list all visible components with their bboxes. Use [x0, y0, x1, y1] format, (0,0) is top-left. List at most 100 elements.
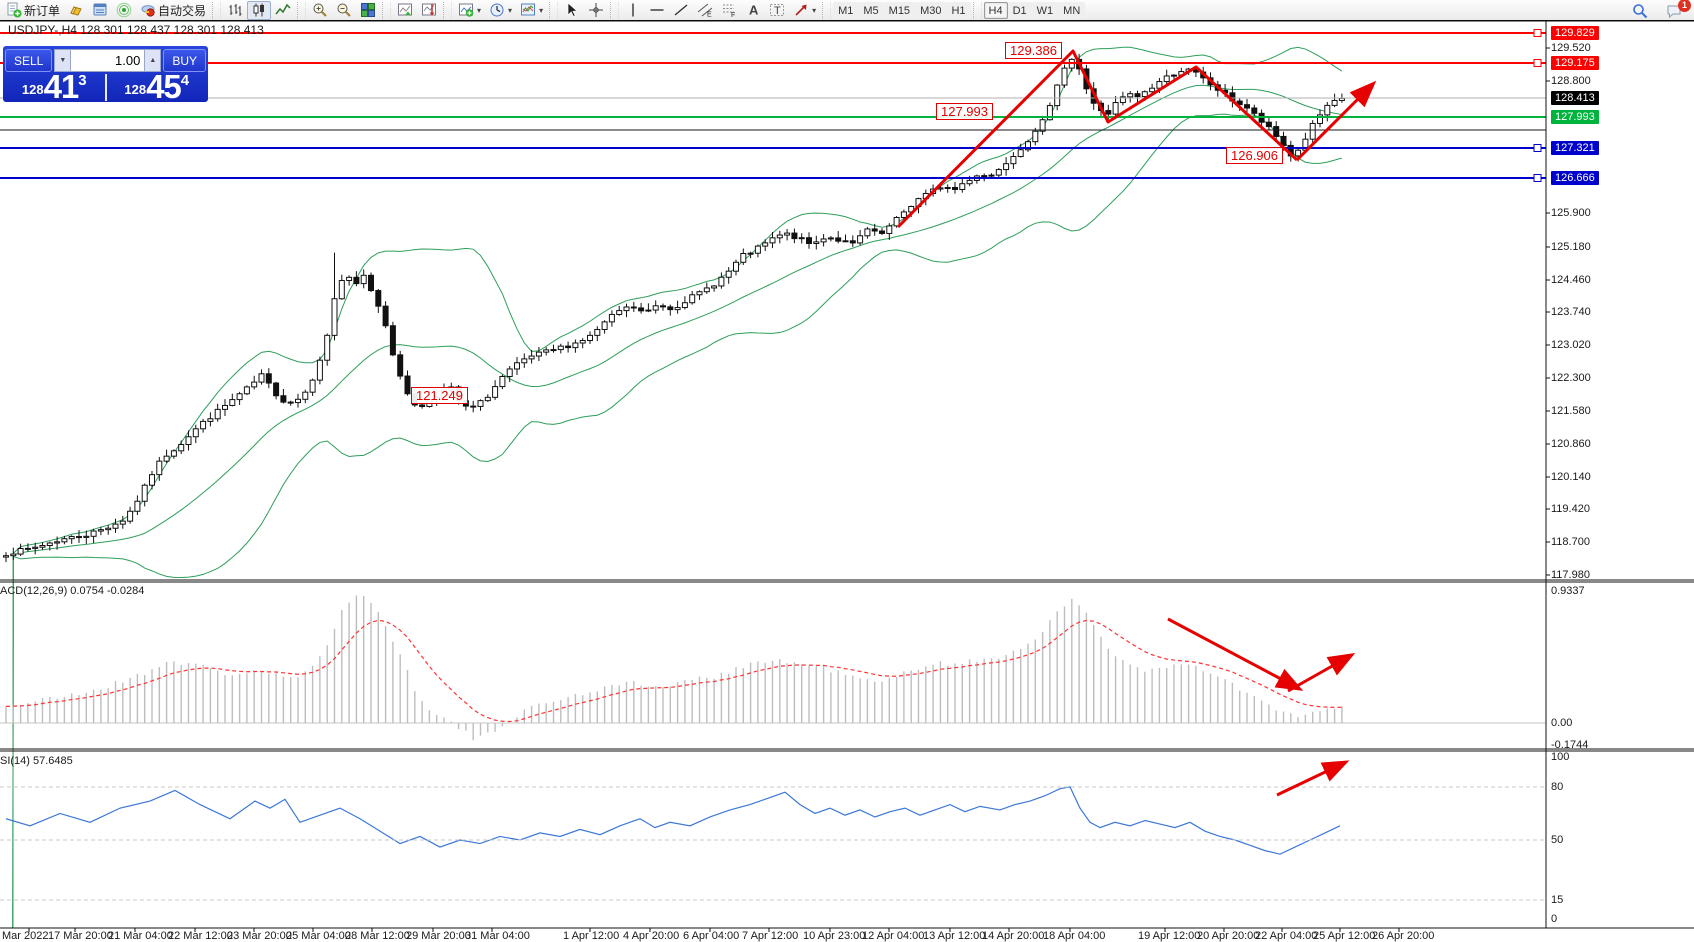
- text-label-icon: T: [769, 2, 785, 18]
- line-chart-button[interactable]: [271, 1, 295, 20]
- shift-chart-button[interactable]: [417, 1, 441, 20]
- candle-body: [273, 382, 280, 397]
- buy-price[interactable]: 128 45 4: [124, 68, 190, 105]
- candle-body: [309, 379, 316, 393]
- line-handle[interactable]: [1533, 174, 1542, 182]
- buy-button[interactable]: BUY: [163, 49, 206, 72]
- bollinger-upper-band: [12, 46, 1343, 928]
- signal-button[interactable]: [112, 1, 136, 20]
- candle-body: [1265, 121, 1272, 128]
- trendline-button[interactable]: [669, 1, 693, 20]
- timeframe-d1-button[interactable]: D1: [1007, 1, 1032, 19]
- timeframe-m30-button[interactable]: M30: [915, 1, 947, 19]
- macd-trend-arrow-down[interactable]: [1167, 617, 1304, 691]
- toolbar-separator: [972, 1, 982, 19]
- text-button[interactable]: A: [741, 1, 765, 20]
- candle-body: [346, 276, 353, 282]
- line-handle[interactable]: [1533, 144, 1542, 152]
- line-handle[interactable]: [1533, 29, 1542, 37]
- new-order-button[interactable]: 新订单: [2, 1, 64, 20]
- timeframe-m5-button[interactable]: M5: [858, 1, 884, 19]
- candle-body: [638, 307, 645, 312]
- add-indicator-button[interactable]: ▾: [454, 1, 485, 20]
- line-handle[interactable]: [1533, 59, 1542, 67]
- price-axis-tick-label: 119.420: [1551, 503, 1590, 515]
- zoom-in-button[interactable]: [308, 1, 332, 20]
- timeframe-m1-button[interactable]: M1: [833, 1, 859, 19]
- timeframe-h4-button[interactable]: H4: [983, 1, 1008, 19]
- macd-signal-line: [5, 619, 1342, 723]
- toolbar-separator: [822, 1, 832, 19]
- bars-chart-button[interactable]: [223, 1, 247, 20]
- candles-chart-button[interactable]: [247, 0, 272, 20]
- profile-chart-button[interactable]: [393, 1, 417, 20]
- text-icon: A: [745, 2, 761, 18]
- gold-button[interactable]: [64, 1, 88, 20]
- timeframe-w1-button[interactable]: W1: [1031, 1, 1059, 19]
- time-axis-label: 25 Apr 12:00: [1313, 930, 1376, 942]
- time-axis-label: 19 Apr 12:00: [1138, 930, 1201, 942]
- volume-decrease-button[interactable]: ▼: [54, 49, 72, 72]
- notifications-button[interactable]: 1: [1662, 0, 1691, 20]
- tile-windows-button[interactable]: [356, 1, 380, 20]
- fibonacci-button[interactable]: F: [717, 1, 741, 20]
- candle-body: [886, 225, 893, 234]
- macd-trend-arrow-up[interactable]: [1287, 653, 1356, 693]
- candle-body: [265, 373, 272, 384]
- sell-price[interactable]: 128 41 3: [21, 68, 87, 105]
- candle-body: [864, 228, 871, 237]
- zoom-out-button[interactable]: [332, 1, 356, 20]
- candle-body: [368, 274, 374, 292]
- candle-body: [1010, 155, 1017, 165]
- search-button[interactable]: [1628, 1, 1652, 20]
- chart-symbol-title: USDJPY-,H4 128.301 128.437 128.301 128.4…: [8, 23, 264, 37]
- candle-body: [900, 211, 907, 218]
- price-annotation[interactable]: 129.386: [1005, 42, 1062, 59]
- cursor-button[interactable]: [560, 1, 584, 20]
- template-chart-icon: [520, 2, 536, 18]
- channel-icon: E: [697, 2, 713, 18]
- timeframe-m15-button[interactable]: M15: [883, 1, 916, 19]
- candle-body: [61, 538, 68, 543]
- toolbar-separator: [382, 1, 392, 19]
- candle-body: [798, 237, 805, 240]
- trend-zigzag[interactable]: [896, 49, 1299, 229]
- autotrade-button[interactable]: 自动交易: [136, 1, 210, 20]
- candle-body: [83, 535, 90, 538]
- timeframe-mn-button[interactable]: MN: [1058, 1, 1086, 19]
- volume-input[interactable]: [71, 49, 145, 72]
- period-clock-button[interactable]: ▾: [485, 1, 516, 20]
- arrows-button[interactable]: ▾: [789, 1, 820, 20]
- price-annotation[interactable]: 121.249: [411, 387, 468, 404]
- template-chart-button[interactable]: ▾: [516, 1, 547, 20]
- line-chart-icon: [275, 2, 291, 18]
- bollinger-lower-band: [12, 113, 1343, 928]
- rsi-trend-arrow-up[interactable]: [1276, 760, 1350, 797]
- timeframe-h1-button[interactable]: H1: [946, 1, 971, 19]
- candle-body: [97, 529, 104, 532]
- price-annotation[interactable]: 127.993: [936, 103, 993, 120]
- price-annotation[interactable]: 126.906: [1226, 147, 1283, 164]
- volume-increase-button[interactable]: ▲: [144, 49, 162, 72]
- candle-body: [696, 291, 703, 296]
- vline-button[interactable]: [621, 1, 645, 20]
- candle-body: [1105, 110, 1112, 115]
- hline-button[interactable]: [645, 1, 669, 20]
- sell-button[interactable]: SELL: [5, 49, 53, 72]
- candle-body: [1025, 141, 1031, 151]
- candle-body: [740, 253, 747, 263]
- rsi-axis-label: 80: [1551, 781, 1564, 793]
- candle-body: [331, 298, 338, 336]
- market-window-button[interactable]: [88, 1, 112, 20]
- zoom-in-icon: [312, 2, 328, 18]
- candle-body: [988, 174, 995, 177]
- candle-body: [762, 242, 769, 247]
- trend-arrow-up-forecast[interactable]: [1295, 80, 1377, 162]
- candle-body: [1149, 87, 1156, 93]
- rsi-line: [5, 786, 1341, 855]
- crosshair-button[interactable]: [584, 1, 608, 20]
- text-label-button[interactable]: T: [765, 1, 789, 20]
- candle-body: [879, 230, 885, 234]
- channel-button[interactable]: E: [693, 1, 717, 20]
